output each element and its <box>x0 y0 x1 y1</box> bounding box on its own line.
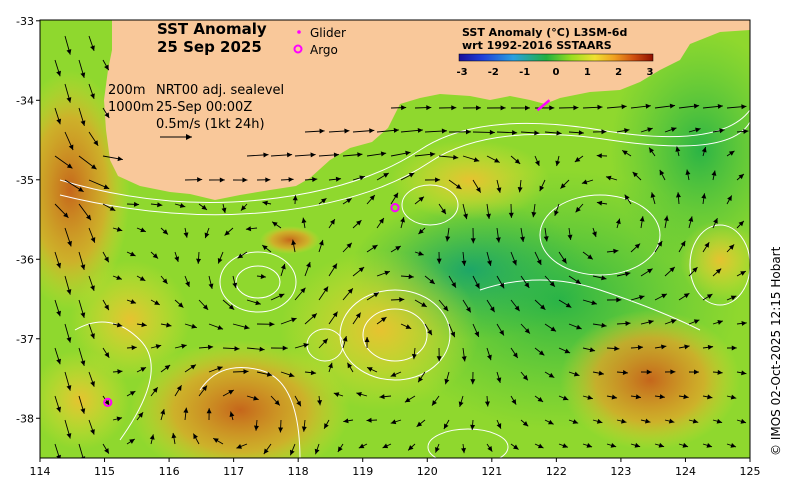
colorbar-tick-label: 1 <box>584 67 591 78</box>
colorbar-tick-label: -1 <box>519 67 530 78</box>
y-tick-label: -34 <box>16 94 34 107</box>
depth-200-label: 200m <box>108 83 145 98</box>
current-arrow <box>751 297 761 302</box>
x-tick-label: 119 <box>352 465 373 478</box>
x-tick-label: 122 <box>546 465 567 478</box>
colorbar-tick-label: 2 <box>615 67 622 78</box>
colorbar-tick-label: 3 <box>647 67 654 78</box>
current-arrow <box>751 153 760 158</box>
argo-legend-label: Argo <box>310 43 338 57</box>
y-axis: -33 -34 -35 -36 -37 -38 <box>16 15 40 425</box>
map-date: 25 Sep 2025 <box>157 38 262 56</box>
time-label: 25-Sep 00:00Z <box>156 100 252 115</box>
y-tick-label: -38 <box>16 412 34 425</box>
scale-label: 0.5m/s (1kt 24h) <box>156 117 265 132</box>
x-tick-label: 116 <box>159 465 180 478</box>
x-tick-label: 117 <box>223 465 244 478</box>
colorbar-tick-label: -3 <box>456 67 467 78</box>
x-tick-label: 124 <box>675 465 696 478</box>
current-arrow <box>751 443 760 448</box>
x-tick-label: 121 <box>481 465 502 478</box>
y-tick-label: -36 <box>16 253 34 266</box>
glider-legend-icon <box>297 30 301 34</box>
y-tick-label: -37 <box>16 333 34 346</box>
y-tick-label: -35 <box>16 174 34 187</box>
current-arrow <box>751 248 760 253</box>
current-arrow <box>751 200 759 205</box>
x-tick-label: 115 <box>94 465 115 478</box>
product-label: NRT00 adj. sealevel <box>156 83 284 98</box>
current-arrow <box>761 224 770 229</box>
current-arrow <box>751 346 760 351</box>
colorbar-tick-label: -2 <box>488 67 499 78</box>
colorbar-tick-label: 0 <box>553 67 560 78</box>
current-arrow <box>761 130 772 135</box>
x-tick-label: 114 <box>30 465 51 478</box>
x-axis: 114 115 116 117 118 119 120 121 122 123 124 125 <box>30 458 761 478</box>
x-tick-label: 118 <box>288 465 309 478</box>
y-tick-label: -33 <box>16 15 34 28</box>
colorbar-subtitle: wrt 1992-2016 SSTAARS <box>462 39 612 52</box>
map-title: SST Anomaly <box>157 20 267 38</box>
credit-text: © IMOS 02-Oct-2025 12:15 Hobart <box>769 246 783 456</box>
x-tick-label: 123 <box>610 465 631 478</box>
colorbar-title: SST Anomaly (°C) L3SM-6d <box>462 26 627 39</box>
x-tick-label: 125 <box>740 465 761 478</box>
x-tick-label: 120 <box>417 465 438 478</box>
glider-legend-label: Glider <box>310 26 346 40</box>
current-arrow <box>761 177 770 182</box>
current-arrow <box>751 395 760 400</box>
current-arrow <box>751 105 770 110</box>
depth-1000-label: 1000m <box>108 100 154 115</box>
colorbar-gradient <box>459 54 653 61</box>
